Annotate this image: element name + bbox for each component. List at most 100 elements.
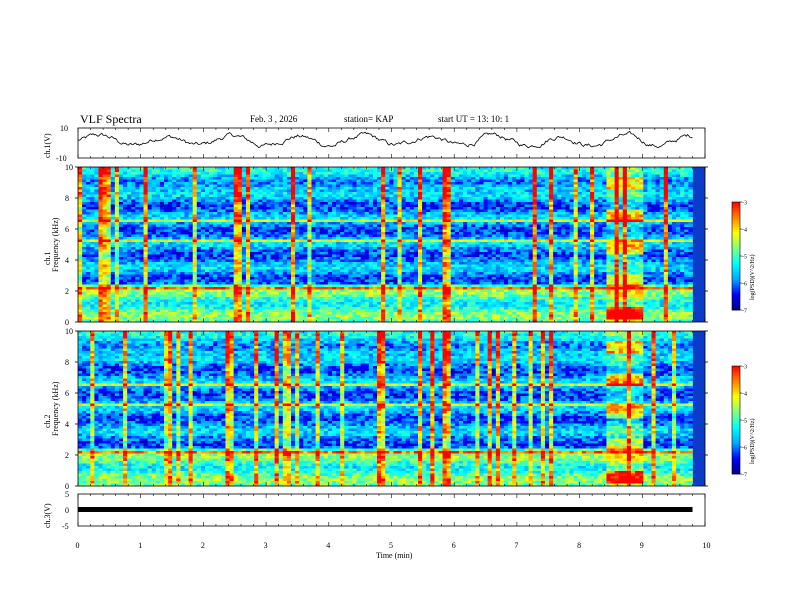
spectrogram-cell xyxy=(438,239,443,243)
spectrogram-cell xyxy=(151,239,157,243)
spectrogram-cell xyxy=(565,217,570,220)
spectrogram-cell xyxy=(274,222,280,225)
spectrogram-cell xyxy=(180,172,185,175)
spectrogram-cell xyxy=(143,187,149,190)
spectrogram-cell xyxy=(631,207,636,210)
spectrogram-cell xyxy=(356,209,362,213)
spectrogram-cell xyxy=(86,214,91,218)
spectrogram-cell xyxy=(143,194,149,198)
spectrogram-cell xyxy=(667,239,673,243)
spectrogram-cell xyxy=(450,244,456,248)
spectrogram-cell xyxy=(528,229,534,233)
spectrogram-cell xyxy=(172,214,177,218)
spectrogram-cell xyxy=(426,232,431,235)
spectrogram-cell xyxy=(225,194,230,198)
spectrogram-cell xyxy=(82,177,87,180)
spectrogram-cell xyxy=(123,199,128,203)
spectrogram-cell xyxy=(90,212,95,215)
spectrogram-cell xyxy=(123,184,128,188)
spectrogram-cell xyxy=(659,247,665,250)
spectrogram-cell xyxy=(532,207,538,210)
spectrogram-cell xyxy=(446,217,452,220)
spectrogram-cell xyxy=(598,217,603,220)
spectrogram-cell xyxy=(520,227,525,230)
spectrogram-cell xyxy=(635,167,640,170)
spectrogram-cell xyxy=(405,237,411,240)
spectrogram-cell xyxy=(299,227,304,230)
spectrogram-cell xyxy=(286,212,292,215)
spectrogram-cell xyxy=(176,214,181,218)
spectrogram-cell xyxy=(594,177,599,180)
spectrogram-cell xyxy=(553,232,558,235)
spectrogram-cell xyxy=(159,214,165,218)
spectrogram-cell xyxy=(352,167,357,170)
spectrogram-cell xyxy=(463,224,468,228)
spectrogram-cell xyxy=(221,232,226,235)
spectrogram-cell xyxy=(426,247,431,250)
spectrogram-cell xyxy=(229,174,235,178)
spectrogram-cell xyxy=(315,237,321,240)
spectrogram-cell xyxy=(393,199,398,203)
spectrogram-cell xyxy=(606,179,611,183)
spectrogram-cell xyxy=(422,207,427,210)
spectrogram-cell xyxy=(86,202,91,205)
spectrogram-cell xyxy=(565,187,570,190)
spectrogram-cell xyxy=(680,187,685,190)
spectrogram-cell xyxy=(241,184,247,188)
spectrogram-cell xyxy=(315,232,321,235)
spectrogram-cell xyxy=(250,244,255,248)
spectrogram-cell xyxy=(78,194,83,198)
spectrogram-cell xyxy=(553,214,558,218)
spectrogram-cell xyxy=(254,167,259,170)
spectrogram-cell xyxy=(606,174,611,178)
spectrogram-cell xyxy=(147,224,153,228)
spectrogram-cell xyxy=(622,242,628,245)
spectrogram-cell xyxy=(352,242,357,245)
spectrogram-cell xyxy=(549,184,554,188)
spectrogram-cell xyxy=(299,242,304,245)
spectrogram-cell xyxy=(549,169,554,173)
spectrogram-cell xyxy=(557,187,562,190)
spectrogram-cell xyxy=(155,214,161,218)
spectrogram-cell xyxy=(491,189,497,193)
spectrogram-cell xyxy=(626,194,632,198)
spectrogram-cell xyxy=(139,182,144,185)
spectrogram-cell xyxy=(151,202,157,205)
spectrogram-cell xyxy=(594,219,599,223)
spectrogram-cell xyxy=(245,192,251,195)
spectrogram-cell xyxy=(131,222,136,225)
spectrogram-cell xyxy=(286,169,292,173)
spectrogram-cell xyxy=(209,187,214,190)
spectrogram-cell xyxy=(614,202,620,205)
spectrogram-cell xyxy=(323,194,329,198)
spectrogram-cell xyxy=(229,217,235,220)
spectrogram-cell xyxy=(516,177,521,180)
spectrogram-cell xyxy=(176,187,181,190)
spectrogram-cell xyxy=(540,234,546,238)
spectrogram-cell xyxy=(327,204,333,208)
spectrogram-cell xyxy=(422,174,427,178)
spectrogram-cell xyxy=(401,169,407,173)
spectrogram-cell xyxy=(237,174,243,178)
spectrogram-cell xyxy=(479,244,484,248)
spectrogram-cell xyxy=(549,212,554,215)
spectrogram-cell xyxy=(344,202,349,205)
spectrogram-cell xyxy=(127,242,132,245)
spectrogram-cell xyxy=(323,234,329,238)
spectrogram-cell xyxy=(348,212,353,215)
spectrogram-cell xyxy=(184,174,190,178)
spectrogram-cell xyxy=(266,222,271,225)
spectrogram-cell xyxy=(196,169,202,173)
spectrogram-cell xyxy=(258,202,263,205)
spectrogram-cell xyxy=(676,242,681,245)
spectrogram-cell xyxy=(532,192,538,195)
spectrogram-cell xyxy=(372,182,378,185)
spectrogram-cell xyxy=(418,212,423,215)
spectrogram-cell xyxy=(319,199,325,203)
spectrogram-cell xyxy=(254,214,259,218)
spectrogram-cell xyxy=(454,167,460,170)
spectrogram-cell xyxy=(336,199,341,203)
spectrogram-cell xyxy=(606,212,611,215)
spectrogram-cell xyxy=(135,237,140,240)
spectrogram-cell xyxy=(303,237,308,240)
